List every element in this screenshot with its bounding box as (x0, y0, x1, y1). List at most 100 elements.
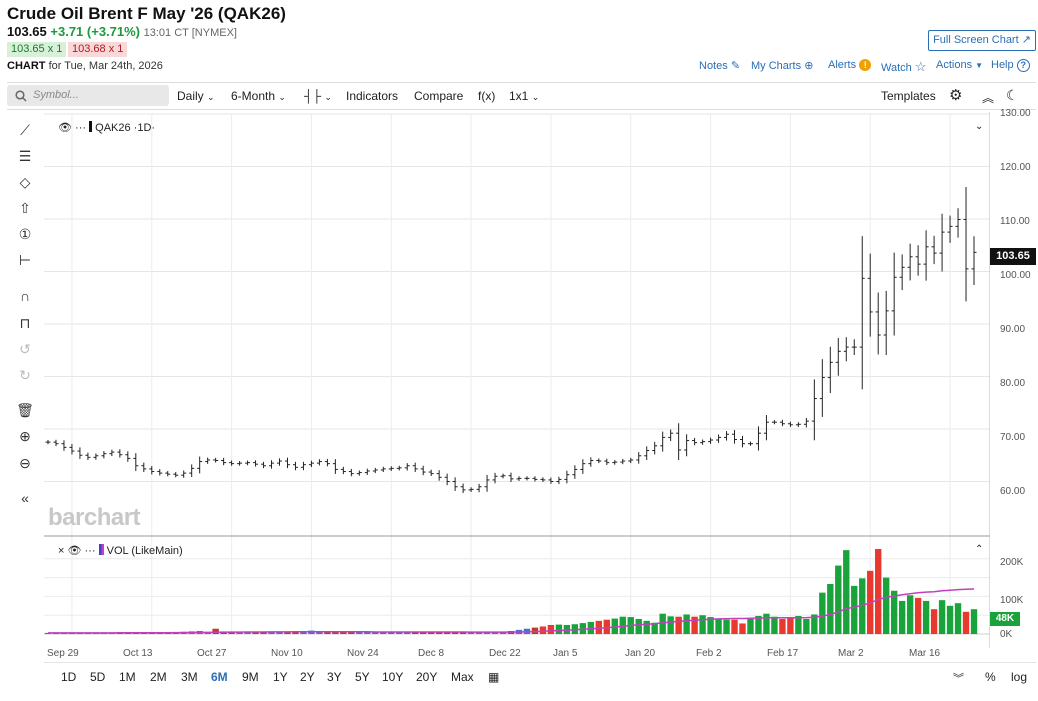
full-screen-chart-button[interactable]: Full Screen Chart ↗ (928, 30, 1036, 51)
volume-bar (739, 623, 746, 634)
ohlc-bar (117, 449, 123, 458)
templates-button[interactable]: Templates (881, 89, 936, 103)
close-icon[interactable]: × (58, 545, 65, 557)
collapse-panel-icon[interactable]: « (21, 490, 29, 506)
period-20y[interactable]: 20Y (416, 670, 438, 684)
redo-icon[interactable]: ↻ (19, 367, 31, 383)
zoom-in-icon[interactable]: ⊕ (19, 428, 31, 444)
volume-bar (635, 618, 642, 634)
ohlc-bar (380, 466, 386, 473)
period-2m[interactable]: 2M (150, 670, 167, 684)
annotation-tool-icon[interactable]: ① (18, 226, 32, 242)
volume-legend[interactable]: × 👁 ··· VOL (LikeMain) (58, 544, 183, 557)
volume-bar (539, 626, 547, 634)
watch-link[interactable]: Watch ☆ (881, 59, 926, 75)
volume-bar (292, 631, 299, 634)
price-bars (45, 186, 977, 494)
volume-bar (228, 632, 235, 634)
chart-type-dropdown[interactable]: ┤├ ⌄ (304, 89, 332, 103)
ohlc-bar (61, 440, 67, 451)
volume-bar (779, 618, 786, 634)
shapes-tool-icon[interactable]: ◇ (19, 174, 31, 190)
period-6m[interactable]: 6M (211, 670, 228, 684)
ohlc-bar (229, 460, 235, 466)
volume-bar (755, 615, 762, 634)
symbol-search-input[interactable]: Symbol... (7, 85, 169, 106)
period-3m[interactable]: 3M (181, 670, 198, 684)
percent-scale-button[interactable]: % (985, 670, 996, 684)
indicators-button[interactable]: Indicators (346, 89, 399, 103)
settings-gear-icon[interactable]: ⚙ (949, 87, 963, 104)
ohlc-bar (779, 419, 785, 427)
range-dropdown[interactable]: 6-Month ⌄ (231, 89, 286, 103)
volume-bar (651, 622, 658, 634)
eye-icon[interactable]: 👁 (58, 122, 72, 134)
compare-button[interactable]: Compare (414, 89, 464, 103)
ohlc-bar (827, 346, 833, 394)
interval-dropdown[interactable]: Daily ⌄ (177, 89, 215, 103)
notes-link[interactable]: Notes ✎ (699, 59, 740, 72)
period-5d[interactable]: 5D (90, 670, 106, 684)
volume-bar (260, 632, 267, 634)
ohlc-bars-icon: ┤├ (304, 89, 322, 103)
volume-bar (882, 577, 890, 634)
lock-icon[interactable]: ⊓ (19, 315, 31, 331)
period-1d[interactable]: 1D (61, 670, 77, 684)
volume-bar (875, 549, 882, 634)
eye-icon[interactable]: 👁 (67, 545, 82, 557)
trendline-tool-icon[interactable]: ⟋ (20, 122, 30, 138)
main-legend[interactable]: 👁 ··· QAK26 ·1D· (58, 121, 155, 134)
magnet-icon[interactable]: ∩ (19, 288, 31, 304)
help-label: Help (991, 59, 1014, 71)
volume-axis-label: 100K (1000, 595, 1024, 606)
actions-link[interactable]: Actions ▼ (936, 59, 983, 71)
more-dots-icon[interactable]: ··· (75, 122, 87, 134)
collapse-up-icon[interactable]: ︽ (982, 91, 995, 105)
ohlc-bar (237, 461, 243, 466)
expand-down-icon[interactable]: ︾ (953, 673, 964, 685)
volume-bar (244, 632, 251, 634)
arrow-tool-icon[interactable]: ⇧ (19, 200, 31, 216)
ohlc-bar (732, 430, 738, 444)
ohlc-bar (364, 468, 370, 475)
zoom-out-icon[interactable]: ⊖ (19, 455, 31, 471)
calendar-icon[interactable]: ▦ (488, 670, 500, 684)
period-9m[interactable]: 9M (242, 670, 259, 684)
measure-tool-icon[interactable]: ⊢ (18, 252, 32, 268)
period-5y[interactable]: 5Y (355, 670, 370, 684)
price-chart[interactable] (44, 112, 990, 648)
volume-bar (707, 617, 714, 634)
ohlc-bar (891, 252, 897, 336)
volume-bar (595, 620, 603, 634)
period-max[interactable]: Max (451, 670, 474, 684)
period-2y[interactable]: 2Y (300, 670, 315, 684)
more-dots-icon[interactable]: ··· (84, 545, 96, 557)
ohlc-bar (947, 215, 953, 243)
ohlc-bar (556, 476, 562, 485)
volume-bar (859, 578, 866, 634)
time-axis-label: Nov 24 (347, 648, 379, 659)
ohlc-bar (412, 462, 418, 473)
volume-bar (723, 619, 730, 634)
layout-dropdown[interactable]: 1x1 ⌄ (509, 89, 539, 103)
period-10y[interactable]: 10Y (382, 670, 404, 684)
volume-pane-chevron-icon[interactable]: ⌃ (975, 544, 984, 555)
log-scale-button[interactable]: log (1011, 670, 1028, 684)
interval-label: Daily (177, 89, 204, 103)
help-link[interactable]: Help ? (991, 59, 1030, 72)
period-1y[interactable]: 1Y (273, 670, 288, 684)
ohlc-bar (755, 426, 761, 451)
period-3y[interactable]: 3Y (327, 670, 342, 684)
volume-bar (316, 632, 323, 634)
alerts-link[interactable]: Alerts ! (828, 59, 872, 71)
undo-icon[interactable]: ↺ (19, 341, 31, 357)
function-button[interactable]: f(x) (478, 89, 496, 103)
main-pane-chevron-icon[interactable]: ⌄ (975, 121, 984, 132)
ohlc-bar (923, 230, 929, 281)
trash-icon[interactable]: 🗑 (16, 402, 34, 418)
dark-mode-moon-icon[interactable]: ☾ (1006, 87, 1019, 103)
period-1m[interactable]: 1M (119, 670, 136, 684)
notes-label: Notes (699, 60, 728, 72)
my-charts-link[interactable]: My Charts ⊕ (751, 59, 813, 72)
fibonacci-tool-icon[interactable]: ☰ (18, 148, 32, 164)
